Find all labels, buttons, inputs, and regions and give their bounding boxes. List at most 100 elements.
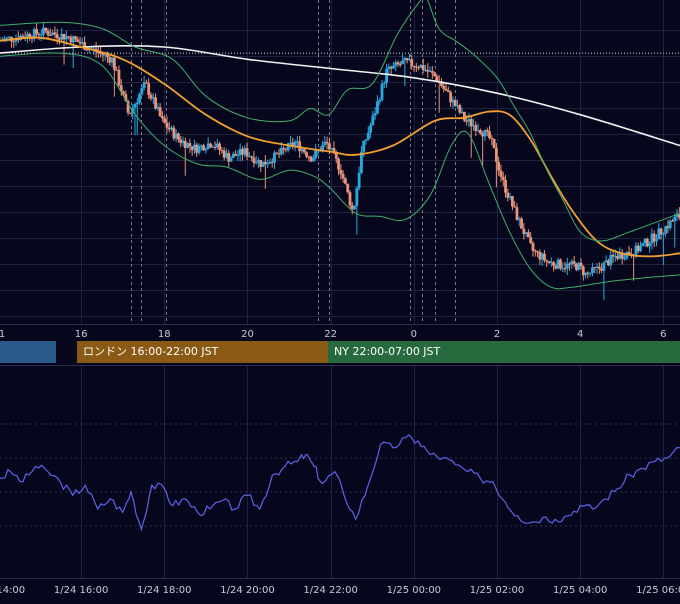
candle-body [167,127,171,130]
candle-body [119,85,123,92]
candle-body [337,158,340,170]
candle-body [270,161,274,163]
candle-body [71,36,75,43]
candle-body [211,147,215,149]
candle-body [446,90,450,93]
oscillator-line [0,434,680,532]
oscillator-x-axis: 1/24 14:00 1/24 16:00 1/24 18:00 1/24 20:00… [0,585,680,596]
candle-body [147,83,151,95]
candle-body [257,160,260,163]
candle-body [645,238,649,247]
candle-body [449,92,453,103]
candle-body [467,119,471,122]
candle-body [218,143,221,150]
candle-body [186,143,189,148]
candle-body [499,170,503,177]
candle-body [465,120,469,122]
candle-body [181,140,185,144]
oscillator-x-tick-label: 1/24 18:00 [137,585,191,596]
candle-body [165,122,169,128]
candle-body [291,142,295,146]
candle-body [250,156,254,158]
candle-body [634,245,638,256]
candle-body [497,161,501,171]
candle-body [504,179,507,193]
line-white [0,44,680,147]
candle-body [117,69,121,86]
candle-body [433,72,437,77]
candle-body [543,253,546,261]
oscillator [0,434,680,532]
candle-body [636,245,640,252]
candle-body [639,245,642,252]
candle-body [527,232,530,238]
candle-body [268,161,272,164]
candle-body [510,196,514,207]
candle-body [421,65,425,71]
candle-body [311,157,315,162]
candle-body [652,233,656,242]
candle-body [183,140,187,148]
price-x-tick-label: 0 [411,329,417,340]
candle-body [263,161,267,165]
candle-body [506,192,510,198]
price-x-tick-label: 6 [660,329,666,340]
candle-body [277,153,281,155]
price-x-tick-label: 22 [324,329,337,340]
candle-body [376,101,379,114]
candle-body [593,267,597,269]
x-axis-strip [0,325,680,341]
candle-body [394,62,398,66]
candle-body [74,36,77,40]
candle-body [611,255,615,257]
candle-body [327,143,331,150]
candle-body [371,115,375,126]
candle-body [492,138,496,149]
candle-body [300,149,304,152]
candle-body [190,146,194,151]
candle-body [76,39,80,42]
candle-body [286,143,290,151]
candle-body [332,148,336,153]
candle-body [334,152,338,159]
candle-body [323,141,327,146]
candle-body [193,144,196,151]
line-lower-band [0,52,680,290]
candle-body [481,133,485,137]
candle-body [58,38,61,40]
candle-body [671,220,674,222]
candle-body [154,97,157,109]
candle-body [613,255,617,257]
candle-body [419,65,423,68]
candle-body [618,253,622,259]
candle-body [602,262,606,271]
candle-body [520,218,523,229]
candle-body [408,59,411,61]
candle-body [69,37,73,43]
oscillator-x-tick-label: 1/25 00:00 [387,585,441,596]
candle-body [522,228,526,234]
candle-body [158,107,162,117]
candle-body [515,207,519,220]
candle-body [179,139,183,144]
candle-body [289,142,292,144]
candle-body [396,62,400,65]
candle-body [307,156,311,158]
candle-body [366,132,370,140]
candle-body [231,153,235,158]
candle-body [570,261,574,265]
candle-body [382,83,386,85]
candle-body [26,33,29,38]
candle-body [657,228,661,240]
candle-body [435,76,439,82]
oscillator-x-tick-label: 1/24 16:00 [54,585,108,596]
candle-body [575,263,578,270]
candle-body [442,85,446,89]
candle-body [112,57,116,70]
candle-body [206,143,210,150]
candle-body [552,262,555,266]
candle-body [478,130,482,134]
candle-body [412,66,416,68]
candle-body [115,69,119,71]
candle-body [623,258,626,260]
